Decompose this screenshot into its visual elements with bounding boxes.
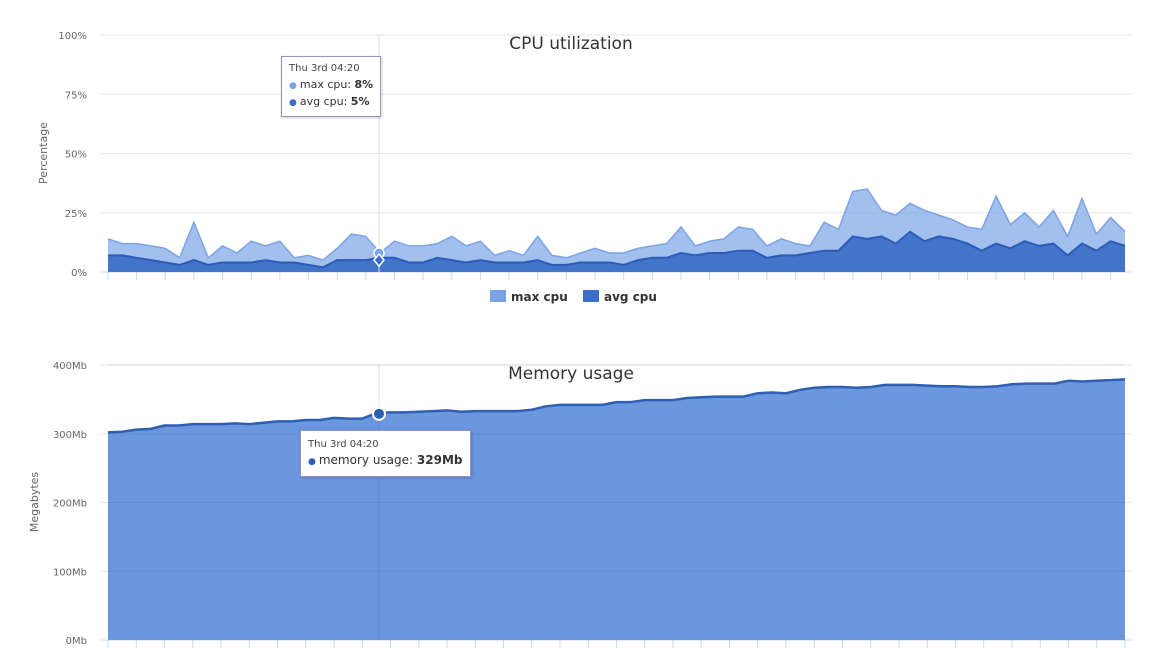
cpu-tooltip-row-avg: ● avg cpu: 5% <box>289 94 373 111</box>
memory-y-tick-label: 400Mb <box>53 361 87 372</box>
cpu-tooltip-max-label: max cpu: <box>299 78 355 91</box>
cpu-tooltip-row-max: ● max cpu: 8% <box>289 77 373 94</box>
legend-item-max-cpu[interactable]: max cpu <box>490 290 568 304</box>
cpu-y-tick-label: 100% <box>58 31 87 42</box>
cpu-legend[interactable]: max cpu avg cpu <box>490 290 657 304</box>
memory-usage-area <box>108 379 1125 640</box>
cpu-y-tick-labels: 0% 25% 50% 75% 100% <box>58 31 87 279</box>
avg-cpu-hover-marker <box>373 252 385 268</box>
cpu-tooltip-max-value: 8% <box>354 78 374 91</box>
avg-cpu-line <box>108 230 1126 269</box>
cpu-y-tick-label: 25% <box>65 209 87 220</box>
memory-y-tick-label: 200Mb <box>53 499 87 510</box>
legend-swatch-max-cpu <box>490 290 506 302</box>
memory-y-axis-label: Megabytes <box>28 472 41 533</box>
memory-tooltip-row: ● memory usage: 329Mb <box>308 453 462 470</box>
legend-label-max-cpu: max cpu <box>511 290 568 304</box>
cpu-y-tick-label: 50% <box>65 150 87 161</box>
cpu-y-tick-label: 0% <box>71 268 87 279</box>
legend-item-avg-cpu[interactable]: avg cpu <box>583 290 657 304</box>
memory-tooltip: Thu 3rd 04:20 ● memory usage: 329Mb <box>300 430 472 477</box>
cpu-y-tick-label: 75% <box>65 90 87 101</box>
memory-tooltip-value: 329Mb <box>416 453 463 467</box>
memory-y-tick-label: 0Mb <box>66 636 87 647</box>
memory-y-tick-label: 300Mb <box>53 430 87 441</box>
memory-usage-line <box>107 378 1126 434</box>
avg-cpu-dot-icon: ● <box>289 98 297 108</box>
memory-tooltip-header: Thu 3rd 04:20 <box>308 439 379 450</box>
memory-chart-title: Memory usage <box>508 364 634 384</box>
memory-hover-marker <box>372 406 386 421</box>
legend-label-avg-cpu: avg cpu <box>604 290 657 304</box>
memory-tooltip-label: memory usage: <box>318 453 417 467</box>
memory-plot-area <box>107 364 1126 648</box>
max-cpu-line <box>107 188 1126 261</box>
cpu-tooltip-header: Thu 3rd 04:20 <box>289 63 360 74</box>
max-cpu-dot-icon: ● <box>289 81 297 91</box>
cpu-tooltip-avg-label: avg cpu: <box>299 95 351 108</box>
memory-y-tick-labels: 0Mb 100Mb 200Mb 300Mb 400Mb <box>53 361 87 647</box>
cpu-tooltip: Thu 3rd 04:20 ● max cpu: 8% ● avg cpu: 5% <box>281 56 382 117</box>
memory-dot-icon: ● <box>308 457 316 467</box>
cpu-plot-area <box>107 35 1126 280</box>
cpu-chart-title: CPU utilization <box>509 34 632 54</box>
memory-y-tick-label: 100Mb <box>53 567 87 578</box>
cpu-tooltip-avg-value: 5% <box>350 95 370 108</box>
avg-cpu-area <box>108 231 1125 272</box>
legend-swatch-avg-cpu <box>583 290 599 302</box>
cpu-y-axis-label: Percentage <box>37 122 50 184</box>
